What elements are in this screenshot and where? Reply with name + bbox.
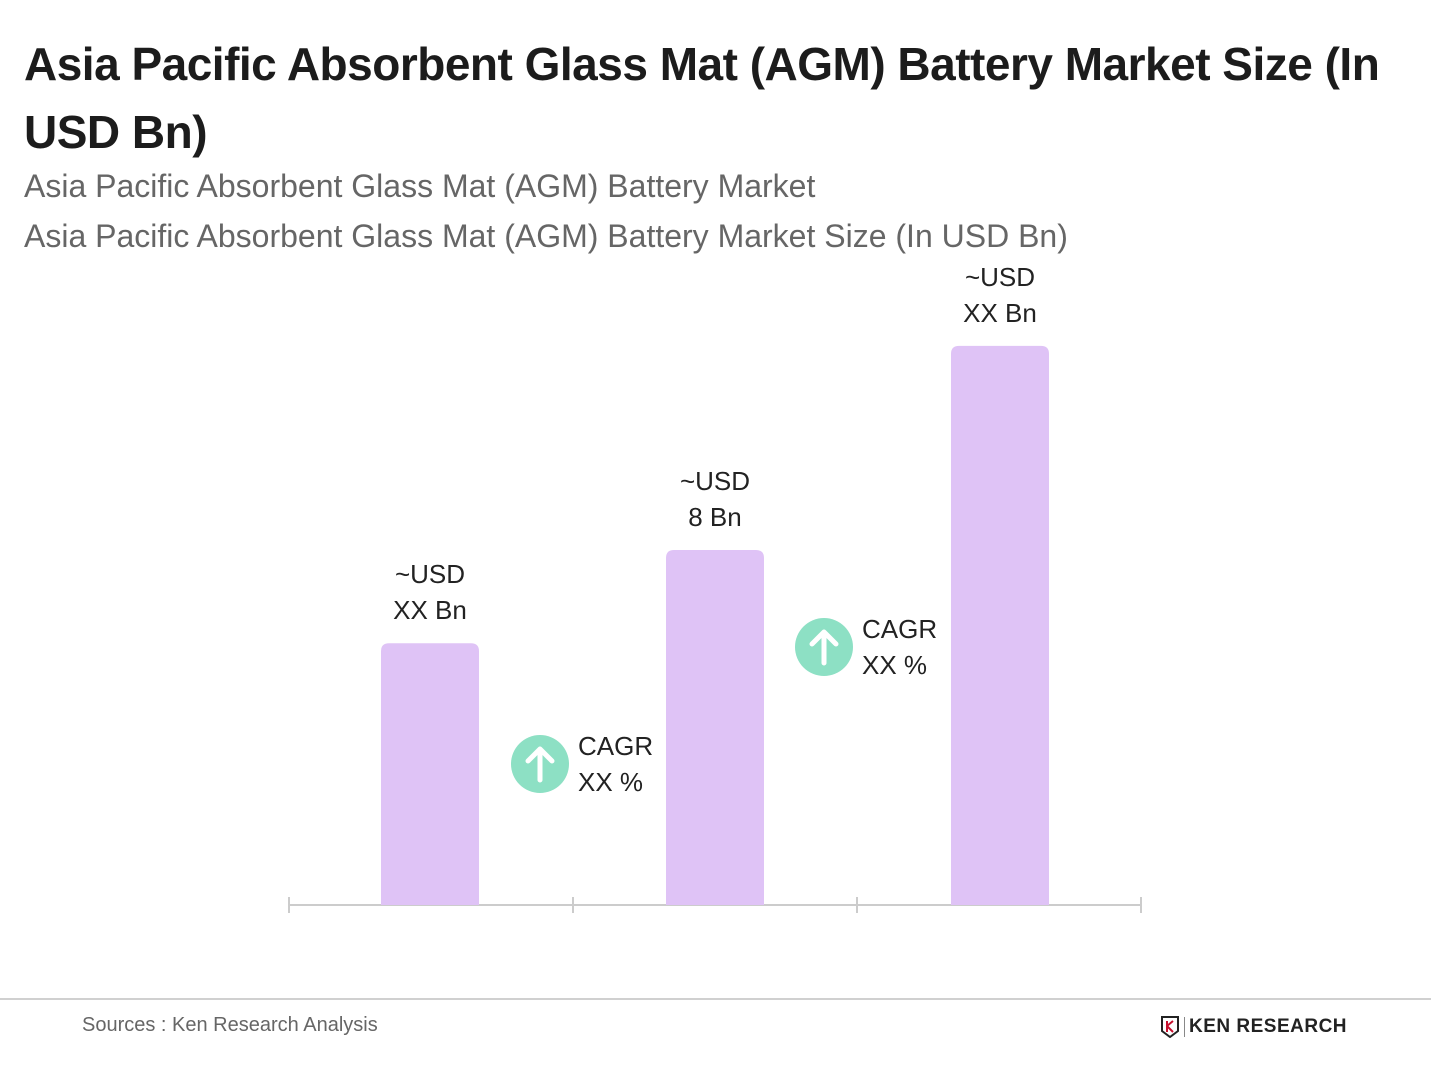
data-label: ~USD: [680, 466, 750, 496]
arrow-up-icon: [809, 629, 839, 666]
logo-separator: [1184, 1017, 1185, 1037]
data-label: XX Bn: [393, 595, 467, 625]
logo-text: KEN RESEARCH: [1189, 1016, 1348, 1037]
cagr-label: XX %: [578, 767, 643, 797]
source-note: Sources : Ken Research Analysis: [82, 1014, 378, 1036]
cagr-label: XX %: [862, 650, 927, 680]
data-label: 8 Bn: [688, 502, 742, 532]
bar: [666, 550, 764, 905]
ken-research-logo-icon: [1161, 1016, 1179, 1038]
bar: [381, 643, 479, 905]
cagr-label: CAGR: [578, 731, 653, 761]
bar-chart: ~USD XX Bn ~USD 8 Bn ~USD XX Bn CAGR XX % CAGR XX…: [288, 262, 1142, 913]
bar: [951, 345, 1049, 905]
chart-title: Asia Pacific Absorbent Glass Mat (AGM) B…: [24, 38, 1380, 158]
chart-subtitle: Asia Pacific Absorbent Glass Mat (AGM) B…: [24, 168, 816, 204]
ken-research-logo: KEN RESEARCH: [1160, 1016, 1347, 1038]
data-label: ~USD: [395, 559, 465, 589]
chart-subtitle-2: Asia Pacific Absorbent Glass Mat (AGM) B…: [24, 218, 1068, 254]
footer-divider: [0, 998, 1431, 1000]
arrow-up-icon: [525, 746, 555, 783]
cagr-label: CAGR: [862, 614, 937, 644]
data-label: XX Bn: [963, 298, 1037, 328]
data-label: ~USD: [965, 262, 1035, 292]
